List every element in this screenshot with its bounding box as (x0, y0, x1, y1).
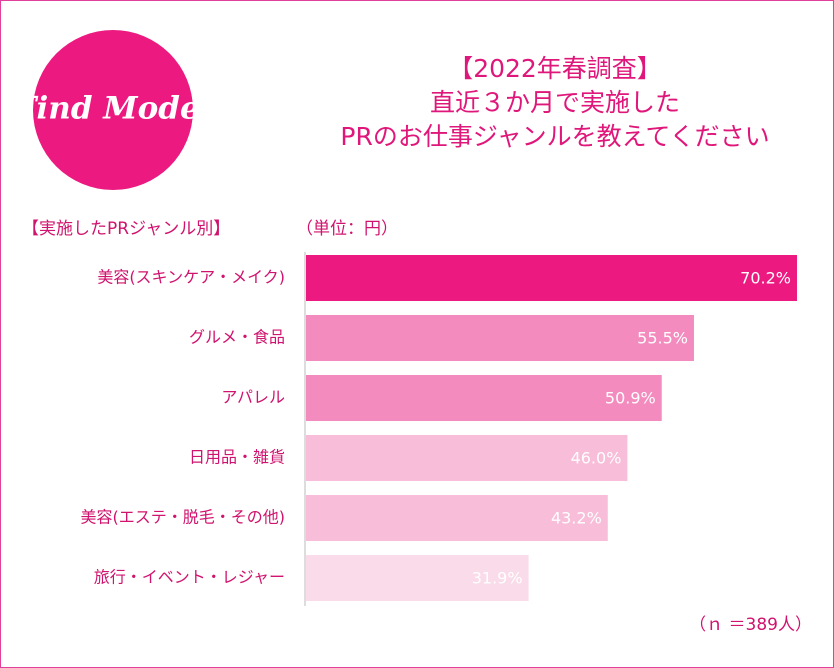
y-tick-label: 日用品・雑貨 (189, 448, 285, 467)
value-label: 70.2% (740, 269, 791, 288)
value-label: 55.5% (637, 329, 688, 348)
logo-text: Find Model (14, 91, 212, 127)
value-label: 31.9% (472, 569, 523, 588)
y-tick-label: 旅行・イベント・レジャー (94, 568, 285, 587)
bar (306, 435, 628, 481)
chart-title: 【2022年春調査】 (448, 54, 662, 83)
bar (306, 375, 662, 421)
logo-circle (33, 30, 193, 190)
unit-label: （単位：円） (296, 219, 398, 239)
value-label: 46.0% (571, 449, 622, 468)
bar (306, 495, 608, 541)
bar (306, 255, 797, 301)
y-tick-label: グルメ・食品 (189, 328, 285, 347)
note: （ｎ ＝389人） (689, 615, 812, 635)
chart-title: PRのお仕事ジャンルを教えてください (340, 122, 769, 151)
value-label: 50.9% (605, 389, 656, 408)
chart-title: 直近３か月で実施した (430, 88, 680, 117)
y-tick-label: 美容(エステ・脱毛・その他) (81, 508, 286, 527)
bar (306, 315, 694, 361)
group-label: 【実施したPRジャンル別】 (22, 219, 230, 239)
y-tick-label: アパレル (221, 388, 285, 407)
y-tick-label: 美容(スキンケア・メイク) (97, 268, 285, 287)
value-label: 43.2% (551, 509, 602, 528)
bar (306, 555, 529, 601)
